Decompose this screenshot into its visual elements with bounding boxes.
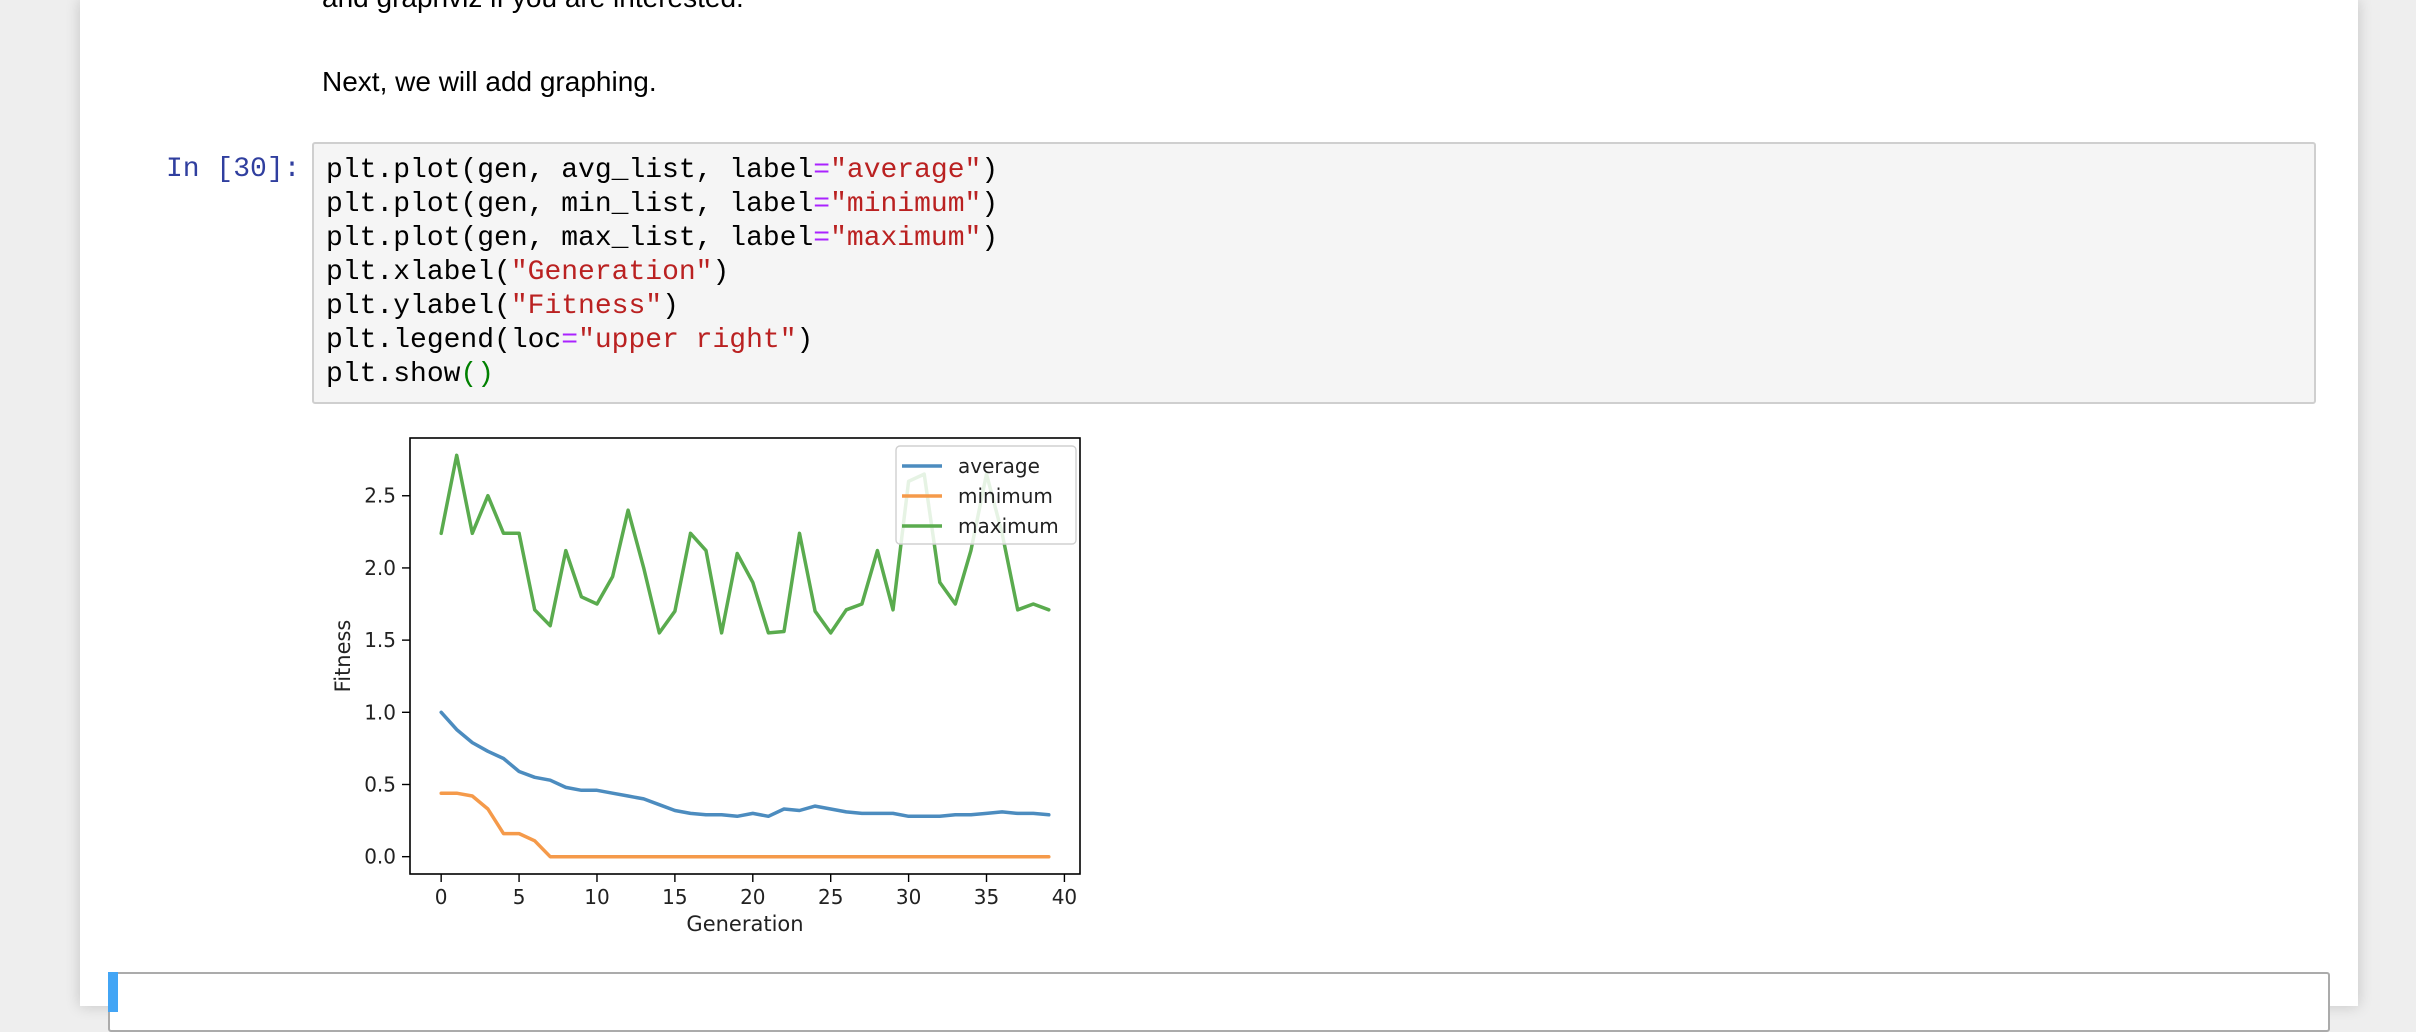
cell-prompt: In [30]:: [166, 154, 301, 185]
code-token: ): [981, 189, 999, 220]
y-axis-label: Fitness: [331, 620, 355, 693]
code-operator: =: [813, 189, 831, 220]
code-token: ): [981, 155, 999, 186]
code-string: "Generation": [510, 257, 713, 288]
code-string: "maximum": [830, 223, 982, 254]
code-string: "Fitness": [510, 291, 663, 322]
code-string: "minimum": [830, 189, 982, 220]
y-tick-label: 0.0: [364, 845, 396, 869]
x-tick-label: 15: [662, 885, 687, 909]
y-tick-label: 2.5: [364, 484, 396, 508]
x-tick-label: 10: [584, 885, 609, 909]
code-token: plt.legend(loc: [326, 325, 562, 356]
legend-label-maximum: maximum: [958, 514, 1059, 538]
output-line-chart: 0 5 10 15 20 25 30 35 40 0.0 0.5 1.0 1.5 2.0 2.5 Genera…: [331, 437, 1081, 936]
x-tick-label: 25: [818, 885, 843, 909]
x-tick-label: 0: [435, 885, 448, 909]
code-token: plt.ylabel(: [326, 291, 511, 322]
chart-legend: [895, 445, 1077, 545]
code-operator: =: [561, 325, 579, 356]
code-token: plt.plot(gen, min_list, label: [326, 189, 814, 220]
code-token: ): [662, 291, 679, 322]
series-line-average: [439, 710, 1051, 819]
code-operator: =: [813, 155, 831, 186]
code-operator: =: [813, 223, 831, 254]
x-tick-label: 30: [896, 885, 921, 909]
markdown-paragraph: Next, we will add graphing.: [322, 66, 657, 97]
markdown-text-cut: and graphviz if you are interested.: [322, 0, 744, 14]
x-axis-label: Generation: [686, 912, 803, 936]
y-tick-label: 0.5: [364, 772, 396, 796]
legend-label-average: average: [958, 454, 1040, 478]
code-text[interactable]: plt.plot(gen, avg_list, label="average")…: [326, 154, 998, 392]
code-string: "average": [830, 155, 982, 186]
code-token: ): [981, 223, 999, 254]
plot-frame: [409, 437, 1081, 875]
code-token: plt.plot(gen, avg_list, label: [326, 155, 814, 186]
y-tick-label: 1.0: [364, 700, 396, 724]
code-token: plt.xlabel(: [326, 257, 511, 288]
code-token: plt.show: [326, 359, 461, 390]
x-tick-label: 35: [974, 885, 999, 909]
code-cell-input[interactable]: plt.plot(gen, avg_list, label="average")…: [312, 142, 2316, 404]
series-line-minimum: [439, 791, 1051, 859]
next-code-cell[interactable]: [108, 972, 2330, 1032]
x-tick-label: 20: [740, 885, 765, 909]
x-tick-label: 40: [1052, 885, 1077, 909]
code-token: plt.plot(gen, max_list, label: [326, 223, 814, 254]
code-paren: (): [460, 359, 495, 390]
selected-cell-indicator: [108, 972, 118, 1012]
y-tick-label: 2.0: [364, 556, 396, 580]
y-tick-label: 1.5: [364, 628, 396, 652]
x-tick-label: 5: [513, 885, 526, 909]
code-token: ): [712, 257, 730, 288]
legend-label-minimum: minimum: [958, 484, 1053, 508]
series-line-maximum: [439, 453, 1051, 635]
code-token: ): [796, 325, 814, 356]
code-string: "upper right": [578, 325, 797, 356]
